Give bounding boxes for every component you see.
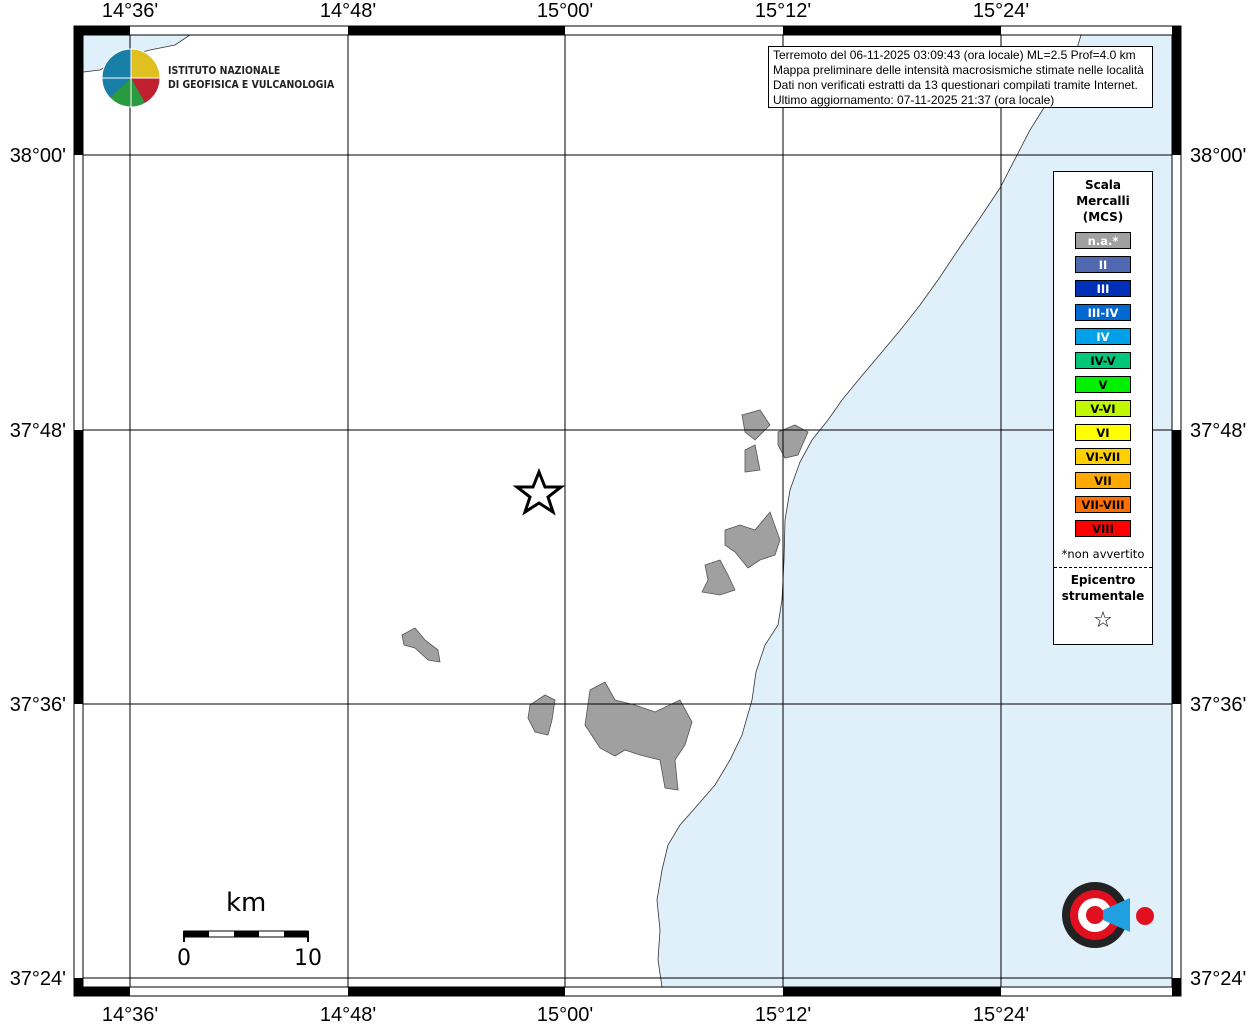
star-icon: ☆ (1093, 608, 1113, 633)
info-line: Ultimo aggiornamento: 07-11-2025 21:37 (… (773, 93, 1055, 107)
scale-max: 10 (294, 946, 322, 971)
legend-swatches: n.a.* II III III-IV IV IV-V V V-VI VI VI-VII VII VI… (1054, 232, 1152, 537)
lon-label: 15°00' (537, 1004, 593, 1024)
intensity-legend: Scala Mercalli (MCS) n.a.* II III III-IV IV I… (1053, 171, 1153, 645)
legend-title: Scala (1084, 178, 1122, 192)
lon-labels-top: 14°36' 14°48' 15°00' 15°12' 15°24' (102, 0, 1029, 22)
lat-label: 37°48' (10, 420, 66, 442)
lon-label: 15°24' (973, 0, 1029, 22)
haisentito-logo-icon (1062, 882, 1154, 948)
info-line: Mappa preliminare delle intensità macros… (773, 63, 1144, 77)
legend-swatch: VII-VIII (1075, 496, 1131, 513)
lon-label: 14°48' (320, 1004, 376, 1024)
legend-swatch: III (1075, 280, 1131, 297)
graticule (83, 35, 1172, 987)
legend-swatch: VI-VII (1075, 448, 1131, 465)
legend-note: *non avvertito (1061, 547, 1145, 561)
legend-swatch: VII (1075, 472, 1131, 489)
map-frame (73, 25, 1182, 997)
info-line: Dati non verificati estratti da 13 quest… (773, 78, 1138, 92)
legend-divider (1054, 567, 1152, 568)
legend-swatch: IV (1075, 328, 1131, 345)
event-info-box: Terremoto del 06-11-2025 03:09:43 (ora l… (768, 46, 1153, 108)
legend-swatch: V-VI (1075, 400, 1131, 417)
epicenter-label: Epicentro (1070, 573, 1136, 587)
legend-swatch: VI (1075, 424, 1131, 441)
lon-label: 15°12' (755, 1004, 811, 1024)
lon-label: 15°12' (755, 0, 811, 22)
ingv-logo-icon (101, 48, 161, 108)
lat-label: 37°36' (10, 694, 66, 716)
legend-title: Mercalli (1076, 194, 1130, 208)
lat-label: 37°36' (1190, 694, 1246, 716)
lon-label: 14°48' (320, 0, 376, 22)
epicenter-label: strumentale (1061, 589, 1145, 603)
lat-label: 38°00' (10, 145, 66, 167)
lon-labels-bottom: 14°36' 14°48' 15°00' 15°12' 15°24' (102, 1004, 1029, 1024)
lat-labels-left: 38°00' 37°48' 37°36' 37°24' (10, 145, 66, 990)
lat-label: 37°24' (1190, 968, 1246, 990)
lat-labels-right: 38°00' 37°48' 37°36' 37°24' (1190, 145, 1246, 990)
epicenter-star-icon (512, 467, 566, 516)
lon-label: 14°36' (102, 1004, 158, 1024)
legend-swatch: n.a.* (1075, 232, 1131, 249)
ingv-line1: ISTITUTO NAZIONALE (168, 64, 281, 77)
legend-swatch: IV-V (1075, 352, 1131, 369)
info-line: Terremoto del 06-11-2025 03:09:43 (ora l… (773, 48, 1136, 62)
lon-label: 14°36' (102, 0, 158, 22)
legend-swatch: II (1075, 256, 1131, 273)
legend-swatch: VIII (1075, 520, 1131, 537)
scale-min: 0 (177, 946, 191, 971)
lat-label: 37°48' (1190, 420, 1246, 442)
towns (401, 409, 809, 791)
legend-swatch: III-IV (1075, 304, 1131, 321)
lat-label: 38°00' (1190, 145, 1246, 167)
scale-bar: 0 10 (177, 930, 322, 971)
legend-swatch: V (1075, 376, 1131, 393)
lon-label: 15°00' (537, 0, 593, 22)
lon-label: 15°24' (973, 1004, 1029, 1024)
legend-title: (MCS) (1082, 210, 1124, 224)
lat-label: 37°24' (10, 968, 66, 990)
ingv-line2: DI GEOFISICA E VULCANOLOGIA (168, 78, 335, 91)
ingv-logo-text: ISTITUTO NAZIONALE DI GEOFISICA E VULCAN… (168, 64, 334, 92)
scale-unit: km (226, 888, 267, 918)
